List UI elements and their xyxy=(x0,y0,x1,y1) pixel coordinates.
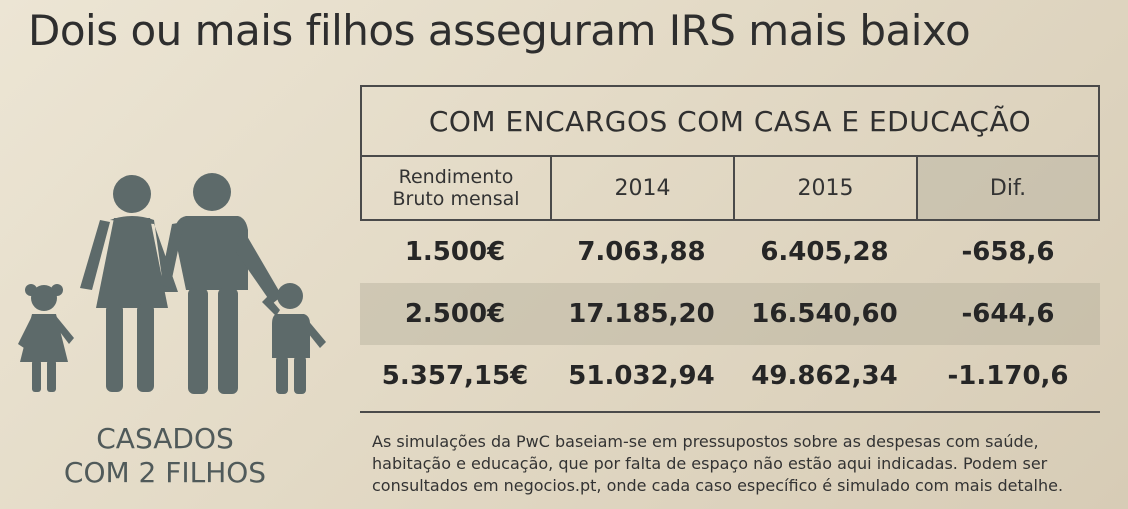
income-cell: 2.500€ xyxy=(404,299,506,329)
value-2015-cell: 49.862,34 xyxy=(751,361,898,391)
income-cell: 1.500€ xyxy=(404,237,506,267)
column-header-diff: Dif. xyxy=(918,157,1098,219)
value-2015-cell: 16.540,60 xyxy=(751,299,898,329)
footnote-line-2: habitação e educação, que por falta de e… xyxy=(372,454,1048,473)
value-2014-cell: 51.032,94 xyxy=(568,361,715,391)
footnote-line-1: As simulações da PwC baseiam-se em press… xyxy=(372,432,1039,451)
girl-figure xyxy=(18,284,74,392)
column-header-income-line-1: Rendimento xyxy=(398,166,514,188)
headline: Dois ou mais filhos asseguram IRS mais b… xyxy=(28,6,971,55)
diff-cell: -658,6 xyxy=(961,237,1055,267)
value-2014-cell: 7.063,88 xyxy=(577,237,706,267)
table-row: 5.357,15€ 51.032,94 49.862,34 -1.170,6 xyxy=(360,345,1100,407)
table-title-box: COM ENCARGOS COM CASA E EDUCAÇÃO xyxy=(360,85,1100,155)
table-title: COM ENCARGOS COM CASA E EDUCAÇÃO xyxy=(428,105,1032,138)
value-2015-cell: 6.405,28 xyxy=(760,237,889,267)
mother-figure xyxy=(80,175,178,392)
irs-table: COM ENCARGOS COM CASA E EDUCAÇÃO Rendime… xyxy=(360,85,1100,413)
boy-figure xyxy=(262,283,326,394)
income-cell: 5.357,15€ xyxy=(381,361,529,391)
family-icon xyxy=(14,172,344,402)
column-header-income-line-2: Bruto mensal xyxy=(392,188,520,210)
caption-line-1: CASADOS xyxy=(96,422,234,455)
diff-cell: -644,6 xyxy=(961,299,1055,329)
father-figure xyxy=(160,173,282,394)
column-header-2014: 2014 xyxy=(552,157,735,219)
table-bottom-rule xyxy=(360,411,1100,413)
caption-line-2: COM 2 FILHOS xyxy=(63,456,267,489)
column-header-row: Rendimento Bruto mensal 2014 2015 Dif. xyxy=(360,155,1100,221)
diff-cell: -1.170,6 xyxy=(947,361,1069,391)
table-row: 2.500€ 17.185,20 16.540,60 -644,6 xyxy=(360,283,1100,345)
table-row: 1.500€ 7.063,88 6.405,28 -658,6 xyxy=(360,221,1100,283)
footnote-line-3: consultados em negocios.pt, onde cada ca… xyxy=(372,476,1064,495)
footnote: As simulações da PwC baseiam-se em press… xyxy=(372,431,1092,497)
value-2014-cell: 17.185,20 xyxy=(568,299,715,329)
column-header-2015: 2015 xyxy=(735,157,918,219)
column-header-income: Rendimento Bruto mensal xyxy=(362,157,552,219)
family-caption: CASADOS COM 2 FILHOS xyxy=(40,422,290,490)
